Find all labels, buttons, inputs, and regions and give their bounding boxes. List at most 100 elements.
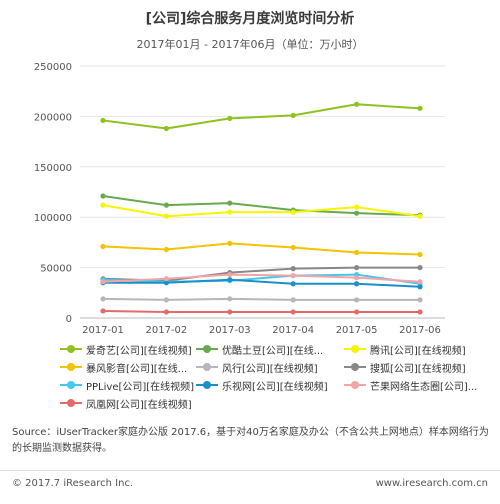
- series-line: [102, 266, 420, 282]
- legend-label: 暴风影音[公司][在线...: [86, 363, 188, 375]
- data-point: [163, 246, 169, 253]
- data-point: [290, 297, 296, 303]
- legend-item: 优酷土豆[公司][在线...: [196, 342, 344, 356]
- series-line: [102, 242, 421, 256]
- series-line: [102, 195, 421, 217]
- website-text: www.iresearch.com.cn: [375, 478, 488, 489]
- data-point: [227, 115, 233, 122]
- data-point: [417, 309, 423, 315]
- legend-item: 乐视网[公司][在线视频]: [196, 378, 344, 392]
- x-tick-label: 2017-06: [399, 325, 441, 336]
- legend-label: 腾讯[公司][在线视频]: [370, 345, 466, 357]
- x-tick-label: 2017-05: [336, 325, 378, 336]
- chart-title: [公司]综合服务月度浏览时间分析: [145, 11, 355, 27]
- data-point: [290, 273, 296, 279]
- data-point: [227, 240, 233, 247]
- data-point: [163, 202, 169, 208]
- x-tick-label: 2017-03: [209, 325, 251, 336]
- legend-item: 暴风影音[公司][在线...: [60, 360, 196, 374]
- data-point: [227, 277, 233, 283]
- x-tick-label: 2017-02: [146, 325, 188, 336]
- source-note: Source：iUserTracker家庭办公版 2017.6，基于对40万名家…: [12, 427, 489, 454]
- series-line: [102, 273, 421, 283]
- data-point: [417, 284, 423, 290]
- data-point: [163, 280, 169, 286]
- data-point: [100, 243, 106, 250]
- data-point: [163, 297, 169, 303]
- series-line: [102, 103, 421, 130]
- data-point: [100, 279, 106, 285]
- legend-item: 芒果网络生态圈[公司]...: [344, 378, 490, 392]
- data-point: [227, 209, 233, 215]
- data-point: [100, 202, 106, 208]
- copyright-text: © 2017.7 iResearch Inc.: [12, 478, 134, 489]
- legend-swatch: [344, 362, 366, 372]
- legend-item: PPLive[公司][在线视频]: [60, 378, 196, 392]
- data-point: [354, 265, 360, 271]
- data-point: [100, 117, 106, 124]
- data-point: [163, 213, 169, 219]
- legend-swatch: [60, 344, 82, 354]
- data-point: [354, 210, 360, 216]
- data-point: [417, 213, 423, 219]
- data-point: [290, 309, 296, 315]
- data-point: [354, 204, 360, 210]
- data-point: [227, 272, 233, 278]
- data-point: [417, 297, 423, 303]
- line-chart: 0 50000 100000 150000 200000 250000 2017-01 201…: [34, 62, 445, 336]
- legend-swatch: [344, 380, 366, 390]
- data-point: [354, 281, 360, 287]
- legend-label: 搜狐[公司][在线视频]: [370, 363, 466, 375]
- footer-divider: [0, 470, 500, 471]
- legend-item: 爱奇艺[公司][在线视频]: [60, 342, 196, 356]
- series-line: [103, 278, 421, 288]
- data-point: [227, 200, 233, 206]
- legend-swatch: [60, 380, 82, 390]
- legend-item: 搜狐[公司][在线视频]: [344, 360, 490, 374]
- legend-label: 芒果网络生态圈[公司]...: [370, 381, 478, 393]
- y-tick-label: 50000: [40, 264, 72, 275]
- chart-subtitle: 2017年01月 - 2017年06月（单位：万小时）: [136, 38, 364, 51]
- data-point: [354, 309, 360, 315]
- data-point: [227, 296, 233, 302]
- data-point: [163, 309, 169, 315]
- legend-label: 凤凰网[公司][在线视频]: [86, 399, 192, 411]
- series-line: [102, 309, 420, 313]
- data-point: [354, 297, 360, 303]
- y-tick-label: 150000: [34, 163, 72, 174]
- data-point: [100, 296, 106, 302]
- legend-label: PPLive[公司][在线视频]: [86, 381, 195, 393]
- data-point: [354, 101, 360, 107]
- y-tick-label: 250000: [34, 62, 72, 73]
- series-line: [102, 273, 421, 285]
- legend-swatch: [196, 344, 218, 354]
- legend-swatch: [196, 362, 218, 372]
- y-tick-label: 100000: [34, 213, 72, 224]
- legend-label: 优酷土豆[公司][在线...: [222, 345, 324, 357]
- data-point: [290, 281, 296, 287]
- legend-item: 腾讯[公司][在线视频]: [344, 342, 490, 356]
- data-point: [290, 112, 296, 118]
- data-point: [290, 209, 296, 215]
- data-point: [100, 193, 106, 199]
- data-point: [354, 275, 360, 281]
- y-tick-label: 0: [66, 314, 72, 325]
- data-point: [163, 276, 169, 282]
- data-point: [417, 251, 423, 258]
- data-point: [227, 309, 233, 315]
- series-line: [102, 297, 420, 301]
- legend-swatch: [344, 344, 366, 354]
- series-line: [102, 204, 421, 218]
- data-point: [417, 279, 423, 285]
- data-point: [290, 266, 296, 272]
- y-tick-label: 200000: [34, 112, 72, 123]
- data-point: [100, 308, 106, 314]
- data-point: [417, 105, 423, 111]
- chart-legend: 爱奇艺[公司][在线视频] 优酷土豆[公司][在线... 腾讯[公司][在线视频] 暴…: [60, 342, 490, 410]
- x-tick-label: 2017-01: [82, 325, 124, 336]
- legend-swatch: [196, 380, 218, 390]
- data-point: [417, 265, 423, 271]
- data-point: [354, 249, 360, 256]
- legend-swatch: [60, 398, 82, 408]
- data-point: [163, 125, 169, 132]
